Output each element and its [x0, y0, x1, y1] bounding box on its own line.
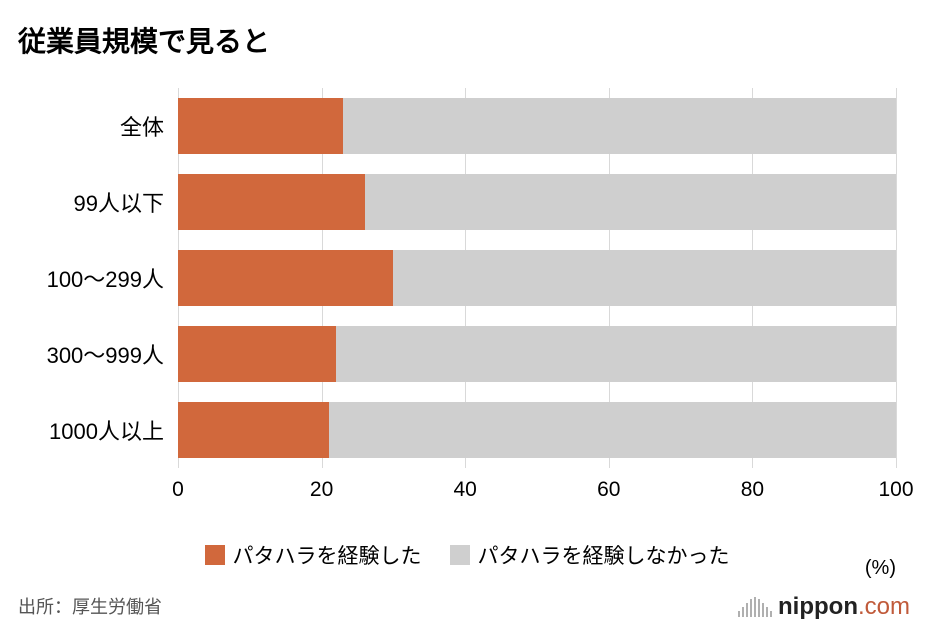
bar-row: 1000人以上 [178, 402, 896, 458]
legend: パタハラを経験した パタハラを経験しなかった [0, 540, 934, 571]
plot-area: 020406080100全体99人以下100～299人300～999人1000人… [178, 88, 896, 468]
bar-row: 全体 [178, 98, 896, 154]
bar-row: 99人以下 [178, 174, 896, 230]
bar-segment [329, 402, 896, 458]
bar-segment [178, 250, 393, 306]
legend-label: パタハラを経験しなかった [478, 540, 730, 570]
bar-segment [393, 250, 896, 306]
bar-segment [365, 174, 896, 230]
gridline [896, 88, 897, 468]
bar-row: 300～999人 [178, 326, 896, 382]
x-tick-label: 40 [454, 468, 477, 502]
x-tick-label: 80 [741, 468, 764, 502]
category-label: 100～299人 [47, 250, 178, 306]
bar-segment [178, 402, 329, 458]
legend-swatch [205, 545, 225, 565]
logo-bars-icon [738, 597, 772, 617]
site-logo: nippon.com [738, 593, 910, 621]
category-label: 全体 [120, 98, 178, 154]
x-tick-label: 20 [310, 468, 333, 502]
category-label: 1000人以上 [49, 402, 178, 458]
bar-segment [178, 98, 343, 154]
bar-segment [178, 326, 336, 382]
x-tick-label: 0 [172, 468, 184, 502]
legend-item: パタハラを経験した [205, 540, 422, 570]
bar-row: 100～299人 [178, 250, 896, 306]
legend-swatch [450, 545, 470, 565]
legend-item: パタハラを経験しなかった [450, 540, 730, 570]
chart-plot: 020406080100全体99人以下100～299人300～999人1000人… [178, 88, 896, 508]
source-text: 出所：厚生労働省 [18, 593, 162, 619]
legend-label: パタハラを経験した [233, 540, 422, 570]
chart-title: 従業員規模で見ると [18, 20, 916, 60]
logo-text: nippon.com [778, 593, 910, 621]
category-label: 300～999人 [47, 326, 178, 382]
x-tick-label: 60 [597, 468, 620, 502]
x-tick-label: 100 [878, 468, 913, 502]
category-label: 99人以下 [74, 174, 178, 230]
bar-segment [336, 326, 896, 382]
bar-segment [178, 174, 365, 230]
bar-segment [343, 98, 896, 154]
